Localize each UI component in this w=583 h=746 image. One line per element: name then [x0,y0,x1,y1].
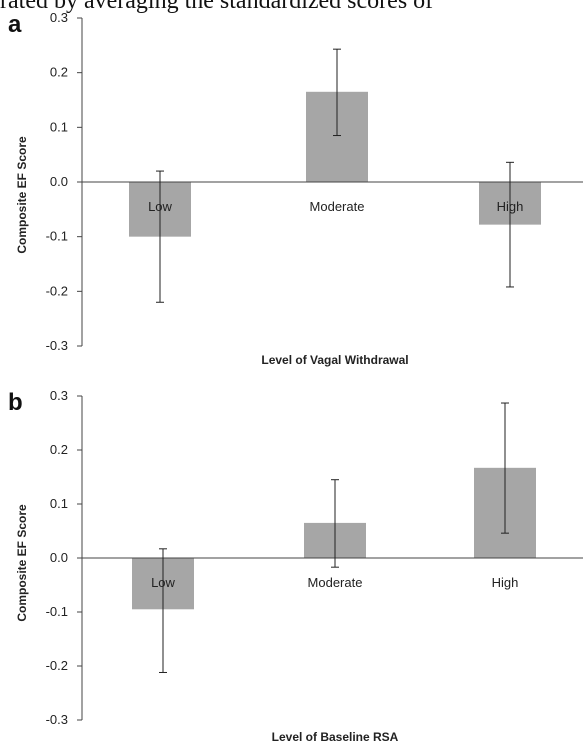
y-tick-label: 0.2 [50,442,68,457]
category-label: Moderate [310,199,365,214]
x-axis-title: Level of Baseline RSA [272,730,399,744]
y-tick-label: 0.1 [50,119,68,134]
y-tick-label: -0.1 [46,229,68,244]
category-label: Low [151,575,175,590]
panel-letter: b [8,389,23,416]
category-label: Moderate [308,575,363,590]
y-tick-label: -0.2 [46,658,68,673]
y-tick-label: -0.2 [46,283,68,298]
category-label: Low [148,199,172,214]
x-axis-title: Level of Vagal Withdrawal [261,353,408,367]
y-tick-label: 0.0 [50,550,68,565]
y-tick-label: -0.3 [46,712,68,727]
panel-letter: a [8,11,22,38]
y-tick-label: 0.0 [50,174,68,189]
y-tick-label: -0.1 [46,604,68,619]
y-tick-label: 0.3 [50,388,68,403]
y-tick-label: -0.3 [46,338,68,353]
caption-fragment: rated by averaging the standardized scor… [0,0,434,14]
y-tick-label: 0.2 [50,65,68,80]
category-label: High [492,575,519,590]
y-axis-title: Composite EF Score [15,504,29,622]
category-label: High [497,199,524,214]
y-axis-title: Composite EF Score [15,136,29,254]
y-tick-label: 0.1 [50,496,68,511]
y-tick-label: 0.3 [50,10,68,25]
